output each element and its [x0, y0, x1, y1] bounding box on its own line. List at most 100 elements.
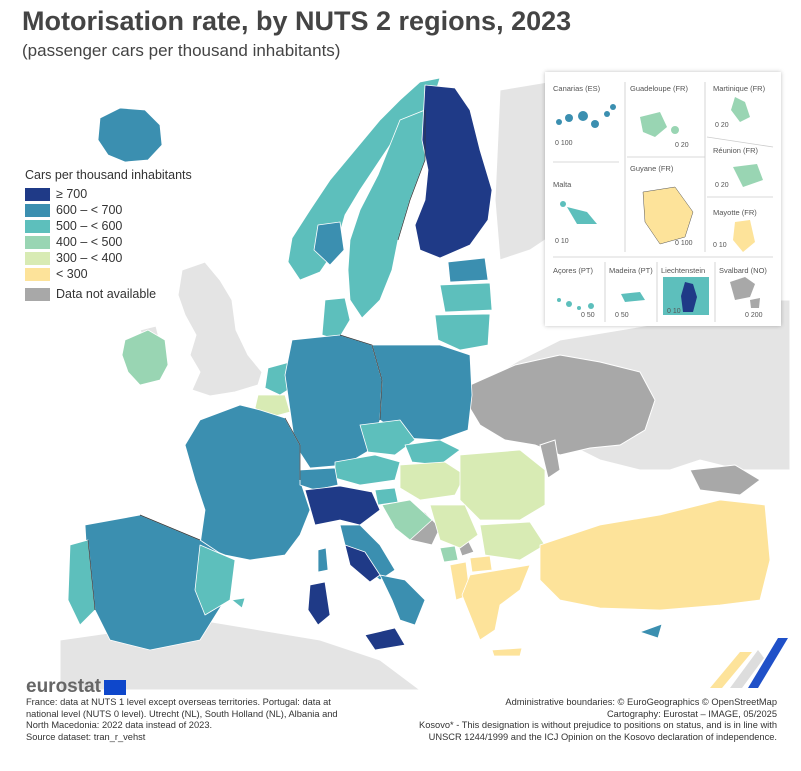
- inset-scale: 0 20: [715, 122, 729, 129]
- inset-scale: 0 50: [581, 312, 595, 319]
- map-subtitle: (passenger cars per thousand inhabitants…: [22, 41, 341, 60]
- great-britain: [177, 261, 263, 397]
- logo-text: eurostat: [26, 676, 101, 697]
- serbia: [429, 504, 479, 549]
- estonia: [447, 257, 489, 283]
- finland: [414, 84, 493, 259]
- inset-label-malta: Malta: [553, 180, 572, 189]
- canarias-shape: [556, 104, 616, 128]
- crete: [491, 647, 523, 657]
- inset-label-reunion: Réunion (FR): [713, 146, 759, 155]
- eu-flag-icon: [103, 679, 126, 695]
- legend-item: 500 – < 600: [25, 218, 192, 234]
- madeira-shape: [621, 292, 645, 302]
- legend-label: 600 – < 700: [56, 203, 123, 217]
- italy-south: [379, 574, 426, 626]
- inset-label-mayotte: Mayotte (FR): [713, 208, 757, 217]
- guadeloupe-shape: [640, 112, 679, 137]
- ukraine: [467, 354, 656, 456]
- insets-frame: [553, 82, 774, 322]
- hungary: [399, 461, 466, 501]
- footnote-line: France: data at NUTS 1 level except over…: [26, 697, 331, 707]
- france: [184, 404, 311, 561]
- latvia: [439, 282, 493, 313]
- map-title: Motorisation rate, by NUTS 2 regions, 20…: [22, 6, 572, 36]
- guyane-shape: [642, 186, 694, 245]
- footnotes-left: France: data at NUTS 1 level except over…: [26, 697, 386, 743]
- caucasus: [689, 464, 761, 496]
- legend-item: < 300: [25, 266, 192, 282]
- cyprus: [639, 623, 663, 639]
- bulgaria: [479, 521, 546, 561]
- inset-label-guadeloupe: Guadeloupe (FR): [630, 84, 688, 93]
- legend-item: 400 – < 500: [25, 234, 192, 250]
- legend-swatch: [25, 235, 50, 249]
- sicily: [364, 627, 406, 651]
- legend-swatch: [25, 203, 50, 217]
- source-line: Source dataset: tran_r_vehst: [26, 731, 146, 742]
- denmark: [321, 297, 351, 341]
- legend-label: 400 – < 500: [56, 235, 123, 249]
- footnotes-right: Administrative boundaries: © EuroGeograp…: [347, 697, 777, 743]
- czechia: [359, 419, 416, 456]
- legend-swatch: [25, 267, 50, 281]
- slovakia: [404, 439, 461, 466]
- legend-item: ≥ 700: [25, 186, 192, 202]
- greece: [461, 564, 531, 641]
- mayotte-shape: [733, 220, 755, 252]
- inset-label-liechtenstein: Liechtenstein: [661, 266, 706, 275]
- martinique-shape: [731, 97, 750, 122]
- inset-label-svalbard: Svalbard (NO): [719, 266, 767, 275]
- legend-label: < 300: [56, 267, 88, 281]
- inset-label-canarias: Canarias (ES): [553, 84, 601, 93]
- inset-scale: 0 20: [675, 142, 689, 149]
- footnote-line: North Macedonia: 2022 data instead of 20…: [26, 720, 213, 731]
- insets-panel: Canarias (ES) 0 100 Guadeloupe (FR) 0 20…: [545, 72, 781, 326]
- romania: [459, 449, 546, 521]
- sardinia: [307, 581, 331, 626]
- inset-scale: 0 100: [675, 240, 693, 247]
- corner-logo-mark: [710, 638, 788, 688]
- inset-label-martinique: Martinique (FR): [713, 84, 766, 93]
- footnote-line: Kosovo* - This designation is without pr…: [419, 720, 777, 731]
- legend-title: Cars per thousand inhabitants: [25, 168, 192, 182]
- inset-scale: 0 10: [667, 308, 681, 315]
- italy-north: [304, 485, 381, 526]
- legend-label: Data not available: [56, 287, 157, 301]
- inset-scale: 0 20: [715, 182, 729, 189]
- footnote-line: Cartography: Eurostat – IMAGE, 05/2025: [606, 708, 777, 719]
- portugal: [67, 539, 96, 626]
- footnote-line: Administrative boundaries: © EuroGeograp…: [505, 697, 777, 707]
- north-macedonia: [469, 555, 493, 573]
- corsica: [317, 547, 329, 573]
- legend-swatch: [25, 251, 50, 265]
- ireland: [121, 329, 169, 386]
- montenegro: [439, 545, 459, 563]
- legend-item: 600 – < 700: [25, 202, 192, 218]
- inset-scale: 0 200: [745, 312, 763, 319]
- balearics: [231, 597, 246, 609]
- legend-label: 300 – < 400: [56, 251, 123, 265]
- svalbard-shape: [730, 277, 760, 308]
- footnote-line: UNSCR 1244/1999 and the ICJ Opinion on t…: [428, 731, 777, 742]
- acores-shape: [557, 298, 594, 310]
- legend-swatch: [25, 187, 50, 201]
- italy-lazio: [344, 544, 381, 583]
- spain-east: [194, 544, 236, 616]
- legend-label: 500 – < 600: [56, 219, 123, 233]
- inset-label-madeira: Madeira (PT): [609, 266, 653, 275]
- footnote-line: national level (NUTS 0 level). Utrecht (…: [26, 708, 338, 719]
- malta-shape: [560, 201, 597, 224]
- reunion-shape: [733, 164, 763, 187]
- inset-scale: 0 10: [555, 238, 569, 245]
- turkey: [539, 499, 771, 611]
- eu-regions: [67, 77, 771, 657]
- inset-label-acores: Açores (PT): [553, 266, 594, 275]
- iceland: [97, 107, 163, 163]
- legend-swatch: [25, 219, 50, 233]
- map-legend: Cars per thousand inhabitants ≥ 700 600 …: [25, 168, 192, 302]
- eurostat-logo: eurostat: [26, 676, 126, 698]
- croatia: [381, 499, 433, 541]
- moldova: [539, 439, 561, 479]
